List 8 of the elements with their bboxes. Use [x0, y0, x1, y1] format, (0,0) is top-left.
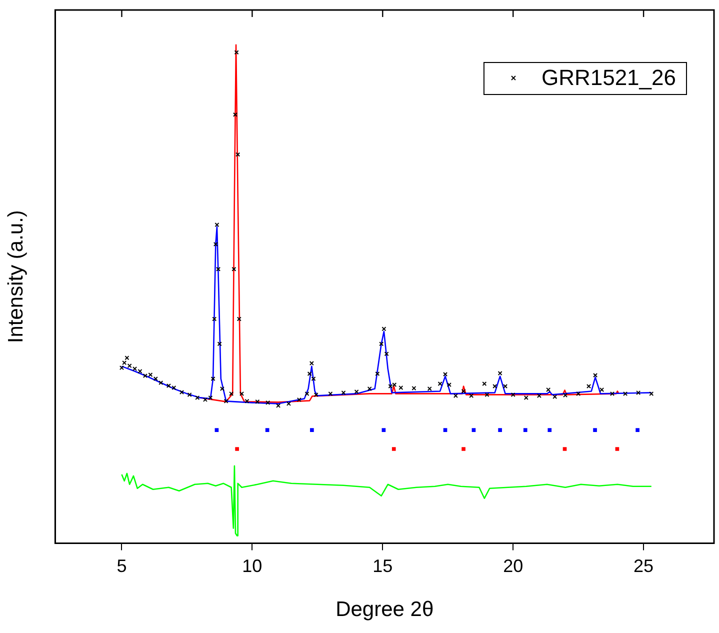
x-tick-label: 15	[372, 556, 393, 576]
x-tick-label: 25	[634, 556, 654, 576]
legend-label: GRR1521_26	[541, 65, 676, 90]
y-axis-title: Intensity (a.u.)	[4, 210, 28, 344]
x-tick-label: 20	[503, 556, 524, 576]
x-tick-label: 5	[116, 556, 127, 576]
x-tick-label: 10	[242, 556, 262, 576]
x-axis-title: Degree 2θ	[336, 598, 434, 622]
